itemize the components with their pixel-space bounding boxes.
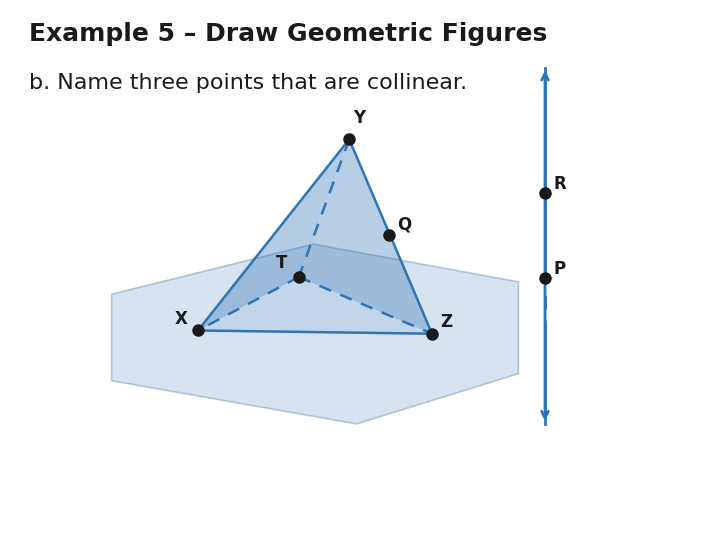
- Polygon shape: [112, 244, 518, 424]
- Polygon shape: [198, 139, 349, 330]
- Text: Y: Y: [353, 110, 365, 127]
- Text: Z: Z: [441, 313, 453, 331]
- Text: X: X: [175, 310, 188, 328]
- Text: Q: Q: [397, 216, 412, 234]
- Text: Example 5 – Draw Geometric Figures: Example 5 – Draw Geometric Figures: [29, 22, 547, 45]
- Text: R: R: [554, 175, 567, 193]
- Polygon shape: [198, 139, 432, 334]
- Text: b. Name three points that are collinear.: b. Name three points that are collinear.: [29, 73, 467, 93]
- Text: T: T: [276, 254, 287, 272]
- Polygon shape: [299, 139, 432, 334]
- Text: P: P: [554, 260, 566, 278]
